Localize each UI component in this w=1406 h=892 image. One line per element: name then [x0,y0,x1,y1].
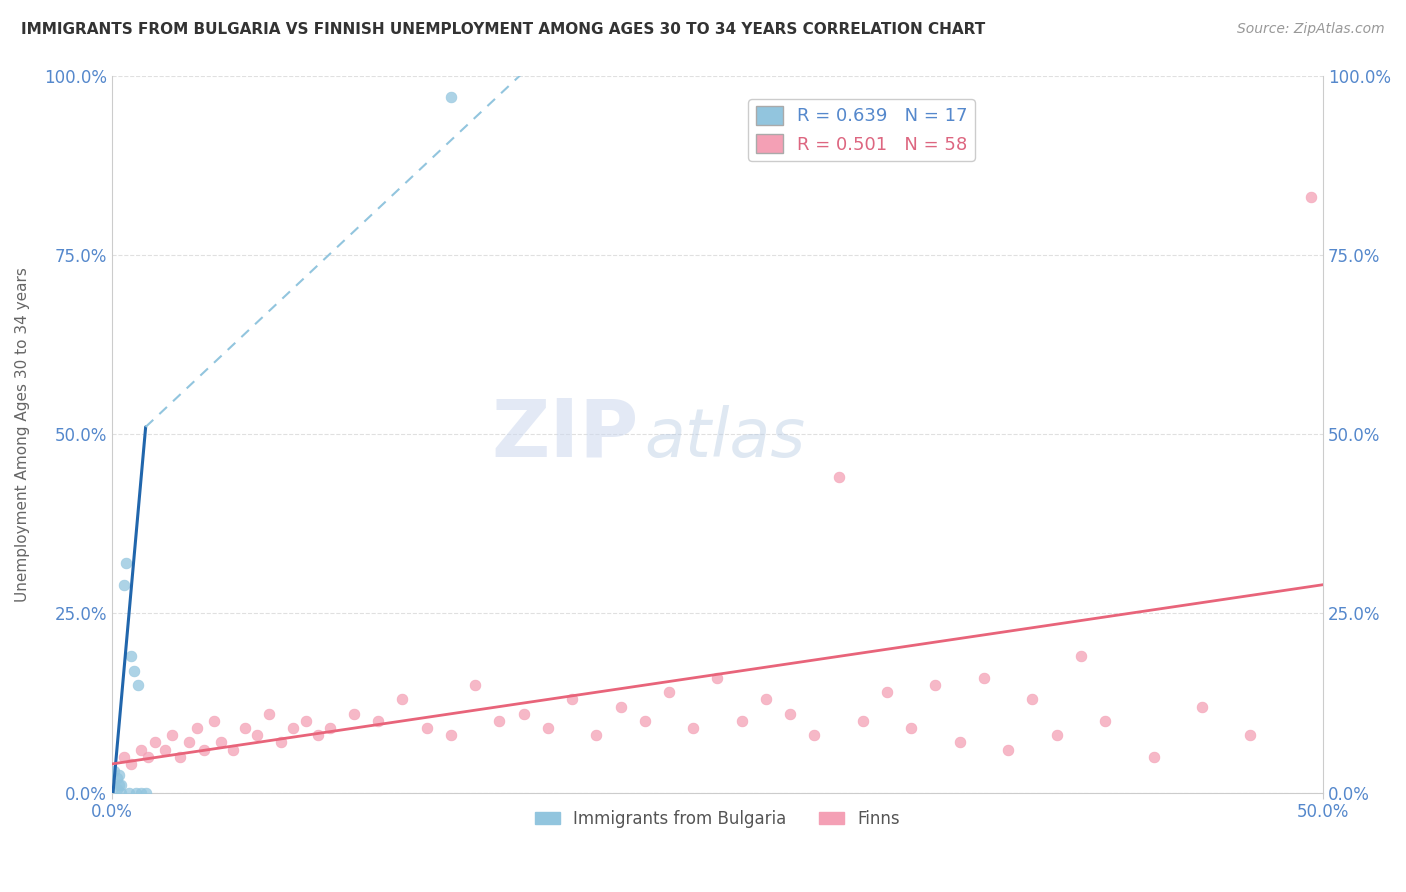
Point [169,749,191,764]
Point [682,721,704,735]
Point [852,714,875,728]
Point [343,706,366,721]
Point [827,470,849,484]
Point [1299,190,1322,204]
Point [112,749,135,764]
Point [108,768,131,782]
Point [440,90,463,104]
Point [755,692,778,706]
Point [900,721,922,735]
Point [319,721,342,735]
Point [270,735,292,749]
Point [367,714,389,728]
Point [129,742,152,756]
Text: atlas: atlas [645,405,806,471]
Point [162,728,184,742]
Point [179,735,201,749]
Point [949,735,972,749]
Point [973,671,995,685]
Point [1142,749,1164,764]
Point [127,678,149,692]
Point [464,678,486,692]
Point [120,756,142,771]
Point [193,742,215,756]
Point [440,728,463,742]
Point [103,764,125,779]
Point [1021,692,1043,706]
Point [803,728,825,742]
Point [143,735,166,749]
Point [222,742,245,756]
Text: ZIP: ZIP [492,395,638,473]
Point [153,742,176,756]
Point [537,721,560,735]
Point [125,786,148,800]
Legend: Immigrants from Bulgaria, Finns: Immigrants from Bulgaria, Finns [527,803,907,835]
Point [1239,728,1261,742]
Point [634,714,657,728]
Point [246,728,269,742]
Point [997,742,1019,756]
Point [120,649,142,664]
Point [115,556,138,570]
Point [257,706,280,721]
Point [512,706,534,721]
Point [108,779,131,793]
Point [391,692,413,706]
Point [779,706,801,721]
Point [202,714,225,728]
Point [186,721,208,735]
Point [561,692,583,706]
Point [135,786,157,800]
Point [112,577,135,591]
Point [283,721,305,735]
Point [118,786,141,800]
Point [415,721,437,735]
Point [1094,714,1116,728]
Point [924,678,946,692]
Point [129,786,152,800]
Point [105,782,128,797]
Point [307,728,329,742]
Point [706,671,728,685]
Point [731,714,754,728]
Point [122,664,145,678]
Point [658,685,681,699]
Point [105,772,128,786]
Point [110,786,132,800]
Point [294,714,316,728]
Point [1046,728,1069,742]
Point [1070,649,1092,664]
Text: Source: ZipAtlas.com: Source: ZipAtlas.com [1237,22,1385,37]
Text: IMMIGRANTS FROM BULGARIA VS FINNISH UNEMPLOYMENT AMONG AGES 30 TO 34 YEARS CORRE: IMMIGRANTS FROM BULGARIA VS FINNISH UNEM… [21,22,986,37]
Point [233,721,256,735]
Point [1191,699,1213,714]
Point [209,735,232,749]
Point [110,779,132,793]
Point [609,699,631,714]
Point [136,749,159,764]
Y-axis label: Unemployment Among Ages 30 to 34 years: Unemployment Among Ages 30 to 34 years [15,267,30,601]
Point [488,714,510,728]
Point [585,728,607,742]
Point [876,685,898,699]
